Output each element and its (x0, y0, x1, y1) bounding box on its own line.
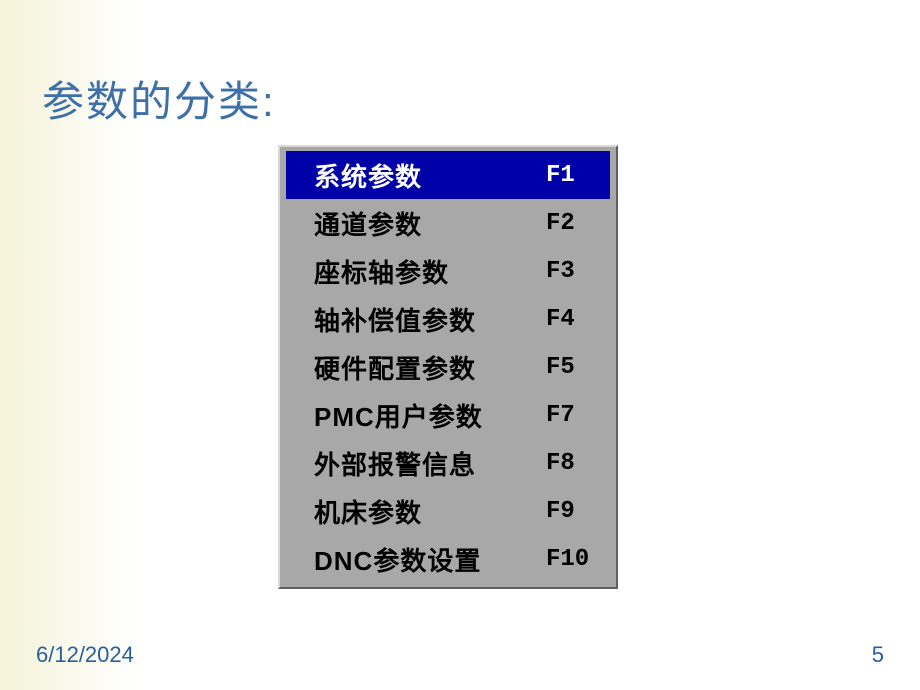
menu-item-key: F1 (546, 162, 594, 189)
menu-item-key: F4 (546, 306, 594, 333)
footer-date: 6/12/2024 (36, 642, 134, 668)
menu-item-dnc-params[interactable]: DNC参数设置 F10 (286, 535, 610, 583)
menu-item-key: F9 (546, 498, 594, 525)
menu-item-key: F8 (546, 450, 594, 477)
menu-item-label: 通道参数 (314, 205, 422, 242)
menu-item-label: PMC用户参数 (314, 397, 483, 434)
menu-item-key: F7 (546, 402, 594, 429)
menu-item-system-params[interactable]: 系统参数 F1 (286, 151, 610, 199)
menu-item-compensation-params[interactable]: 轴补偿值参数 F4 (286, 295, 610, 343)
page-title: 参数的分类: (42, 68, 276, 129)
menu-item-machine-params[interactable]: 机床参数 F9 (286, 487, 610, 535)
menu-item-channel-params[interactable]: 通道参数 F2 (286, 199, 610, 247)
footer-page-number: 5 (872, 642, 884, 668)
menu-item-key: F5 (546, 354, 594, 381)
slide-footer: 6/12/2024 5 (0, 642, 920, 668)
menu-item-pmc-params[interactable]: PMC用户参数 F7 (286, 391, 610, 439)
menu-item-label: DNC参数设置 (314, 541, 481, 578)
menu-item-label: 机床参数 (314, 493, 422, 530)
menu-item-label: 系统参数 (314, 157, 422, 194)
menu-item-label: 座标轴参数 (314, 253, 449, 290)
menu-item-alarm-info[interactable]: 外部报警信息 F8 (286, 439, 610, 487)
menu-item-key: F2 (546, 210, 594, 237)
menu-item-label: 硬件配置参数 (314, 349, 476, 386)
menu-item-key: F3 (546, 258, 594, 285)
menu-item-axis-params[interactable]: 座标轴参数 F3 (286, 247, 610, 295)
menu-item-label: 轴补偿值参数 (314, 301, 476, 338)
menu-item-key: F10 (546, 546, 594, 573)
menu-item-hardware-params[interactable]: 硬件配置参数 F5 (286, 343, 610, 391)
menu-item-label: 外部报警信息 (314, 445, 476, 482)
parameter-menu: 系统参数 F1 通道参数 F2 座标轴参数 F3 轴补偿值参数 F4 硬件配置参… (278, 145, 618, 589)
